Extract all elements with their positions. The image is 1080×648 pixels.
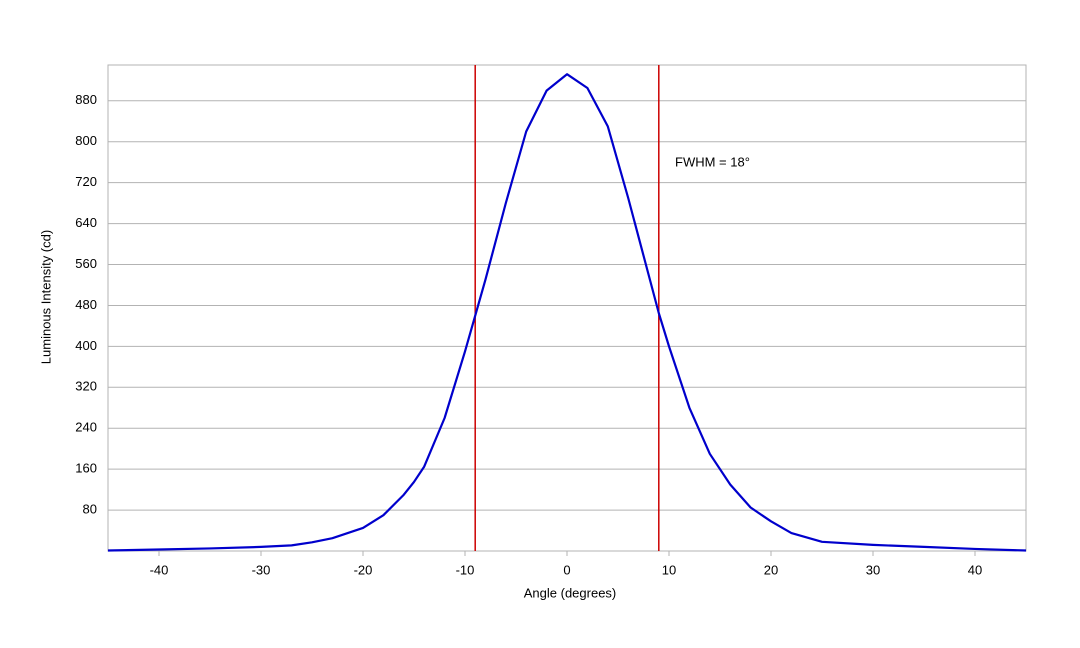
x-tick-label: 40 [968,562,982,577]
y-tick-label: 560 [75,256,97,271]
x-tick-label: 0 [563,562,570,577]
y-tick-label: 880 [75,92,97,107]
x-tick-label: 10 [662,562,676,577]
y-tick-label: 320 [75,379,97,394]
y-tick-label: 400 [75,338,97,353]
y-tick-label: 240 [75,420,97,435]
x-tick-label: 30 [866,562,880,577]
x-tick-label: -30 [252,562,271,577]
y-tick-label: 800 [75,133,97,148]
x-tick-label: -10 [456,562,475,577]
y-tick-label: 160 [75,461,97,476]
y-axis-title: Luminous Intensity (cd) [38,230,53,364]
x-tick-label: 20 [764,562,778,577]
annotation: FWHM = 18° [675,154,750,169]
y-tick-label: 640 [75,215,97,230]
data-line [107,73,1027,552]
plot-frame [107,64,1027,552]
x-tick-label: -20 [354,562,373,577]
x-tick-label: -40 [150,562,169,577]
x-axis-title: Angle (degrees) [524,585,617,600]
y-tick-label: 720 [75,174,97,189]
y-tick-label: 480 [75,297,97,312]
y-tick-label: 80 [83,502,97,517]
